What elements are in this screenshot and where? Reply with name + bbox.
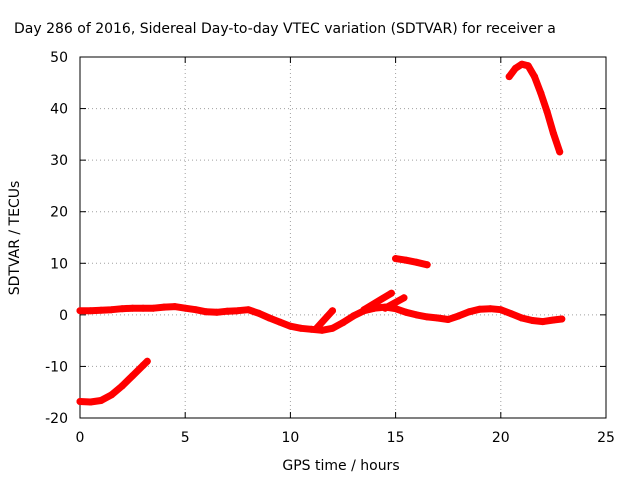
data-point (518, 314, 526, 322)
y-tick-label: 50 (50, 50, 68, 66)
plot-frame (79, 56, 607, 419)
x-tick-label: 10 (281, 430, 299, 446)
data-point (286, 322, 294, 330)
data-point (531, 73, 538, 81)
data-point (455, 312, 463, 320)
x-tick-label: 15 (387, 430, 405, 446)
data-point (524, 62, 532, 70)
data-point (297, 324, 305, 332)
data-point (402, 308, 410, 316)
data-point (181, 304, 189, 312)
data-series (76, 60, 566, 406)
data-point (192, 306, 200, 314)
data-point (539, 318, 547, 326)
data-point (392, 255, 400, 263)
data-point (549, 129, 557, 137)
series-4-trace (381, 294, 408, 312)
data-point (97, 397, 105, 404)
x-tick-label: 20 (492, 430, 510, 446)
data-point (486, 305, 494, 313)
data-point (497, 306, 505, 314)
data-point (507, 310, 515, 318)
data-point (465, 308, 473, 316)
x-axis-label: GPS time / hours (282, 458, 399, 474)
data-point (265, 314, 273, 322)
data-point (76, 307, 84, 315)
chart-title: Day 286 of 2016, Sidereal Day-to-day VTE… (14, 21, 556, 37)
y-tick-label: 40 (50, 102, 68, 118)
y-tick-label: -20 (45, 411, 68, 427)
y-tick-label: -10 (45, 359, 68, 375)
data-point (558, 315, 566, 323)
data-point (512, 64, 519, 72)
data-point (505, 73, 513, 81)
data-point (276, 318, 284, 326)
data-point (139, 304, 147, 312)
data-point (118, 305, 126, 313)
data-point (255, 309, 263, 317)
data-point (444, 316, 452, 323)
data-point (339, 319, 347, 327)
data-point (329, 307, 336, 315)
data-point (413, 311, 421, 319)
data-point (423, 261, 431, 269)
data-point (87, 307, 94, 315)
data-point (400, 294, 408, 302)
x-tick-label: 0 (76, 430, 85, 446)
axis-ticks: 0 5 10 15 20 25 -20 -10 0 10 20 30 40 50 (45, 50, 615, 446)
data-point (528, 317, 536, 324)
data-point (423, 313, 431, 321)
data-point (234, 307, 242, 315)
data-point (143, 357, 151, 365)
data-point (381, 304, 389, 312)
data-point (129, 304, 137, 312)
data-point (413, 258, 421, 266)
series-2-trace (312, 307, 336, 333)
data-point (434, 314, 442, 322)
data-point (76, 398, 84, 405)
data-point (537, 89, 545, 97)
data-point (360, 306, 368, 314)
data-point (543, 108, 551, 116)
y-axis-label: SDTVAR / TECUs (7, 181, 23, 296)
y-tick-label: 0 (59, 308, 68, 324)
data-point (108, 391, 116, 399)
data-point (518, 60, 526, 68)
data-point (223, 307, 231, 315)
x-tick-label: 5 (181, 430, 190, 446)
series-3-trace (360, 289, 395, 314)
y-tick-label: 10 (50, 256, 68, 272)
data-point (171, 303, 179, 311)
x-tick-label: 25 (597, 430, 615, 446)
data-point (350, 312, 357, 320)
data-point (312, 325, 320, 333)
data-point (556, 148, 564, 156)
data-point (476, 305, 484, 313)
data-point (150, 304, 158, 312)
data-point (118, 382, 126, 390)
data-point (108, 306, 116, 314)
grid (80, 57, 606, 418)
data-point (213, 308, 221, 316)
data-point (160, 303, 168, 311)
data-point (549, 316, 557, 324)
data-point (329, 324, 336, 332)
data-point (387, 289, 395, 297)
data-point (97, 306, 105, 314)
data-point (202, 308, 210, 316)
y-tick-label: 30 (50, 153, 68, 169)
data-point (402, 256, 410, 264)
series-5-trace (392, 255, 431, 269)
data-point (244, 306, 252, 314)
data-point (87, 398, 94, 406)
data-point (129, 372, 137, 380)
y-tick-label: 20 (50, 205, 68, 221)
